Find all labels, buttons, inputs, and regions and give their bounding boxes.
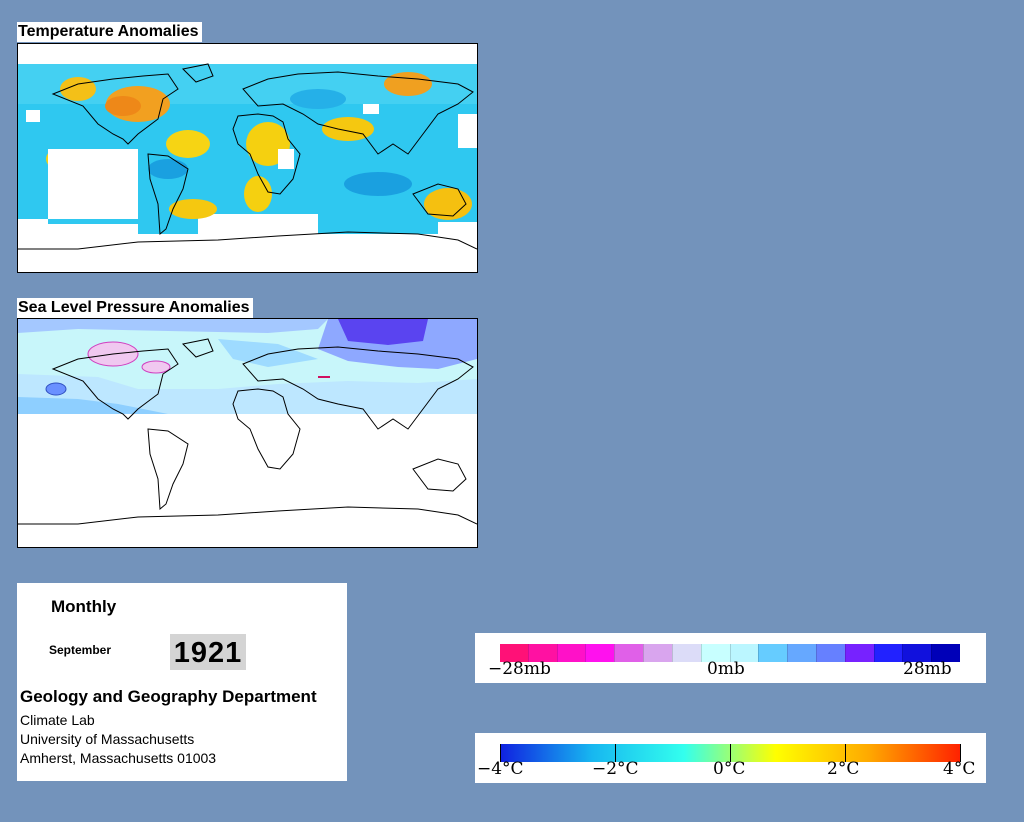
pressure-legend-label-zero: 0mb (707, 659, 745, 679)
department-name: Geology and Geography Department (20, 687, 317, 706)
pressure-legend-swatch (671, 644, 701, 662)
pressure-legend-swatch (500, 644, 528, 662)
temperature-color-bar (500, 744, 961, 762)
pressure-legend-swatch (614, 644, 644, 662)
month-label: September (49, 643, 112, 657)
temperature-legend-tick (960, 744, 961, 762)
pressure-anomaly-map (17, 318, 478, 548)
pressure-legend-swatch (787, 644, 816, 662)
pressure-legend-swatch (643, 644, 672, 662)
info-panel: Monthly September 1921 Geology and Geogr… (17, 583, 347, 781)
pressure-legend-swatch (700, 644, 730, 662)
pressure-color-bar (500, 644, 960, 662)
pressure-legend-label-min: −28mb (488, 659, 551, 679)
pressure-map-title: Sea Level Pressure Anomalies (17, 298, 253, 318)
temperature-legend-tick (730, 744, 731, 762)
pressure-legend-swatch (902, 644, 932, 662)
pressure-legend-swatch (556, 644, 586, 662)
pressure-legend-swatch (758, 644, 788, 662)
pressure-legend-swatch (873, 644, 903, 662)
temp-legend-label-zero: 0°C (713, 759, 746, 779)
year-display: 1921 (170, 634, 246, 670)
pressure-legend-label-max: 28mb (903, 659, 952, 679)
university-name: University of Massachusetts (20, 731, 195, 747)
pressure-legend-swatch (729, 644, 759, 662)
temp-legend-label-minus2: −2°C (592, 759, 639, 779)
temp-legend-label-minus4: −4°C (477, 759, 524, 779)
pressure-legend-swatch (527, 644, 557, 662)
pressure-legend-swatch (844, 644, 874, 662)
period-label: Monthly (51, 597, 117, 616)
temperature-legend-tick (845, 744, 846, 762)
temperature-legend-tick (500, 744, 501, 762)
address-line: Amherst, Massachusetts 01003 (20, 750, 217, 766)
lab-name: Climate Lab (20, 712, 95, 728)
temperature-legend-tick (615, 744, 616, 762)
pressure-legend: −28mb 0mb 28mb (475, 633, 986, 683)
temperature-legend: −4°C −2°C 0°C 2°C 4°C (475, 733, 986, 783)
pressure-legend-swatch (815, 644, 845, 662)
temperature-anomaly-map (17, 43, 478, 273)
temp-legend-label-plus2: 2°C (827, 759, 860, 779)
pressure-legend-swatch (585, 644, 615, 662)
pressure-legend-swatch (931, 644, 960, 662)
temperature-map-title: Temperature Anomalies (17, 22, 202, 42)
temp-legend-label-plus4: 4°C (943, 759, 976, 779)
